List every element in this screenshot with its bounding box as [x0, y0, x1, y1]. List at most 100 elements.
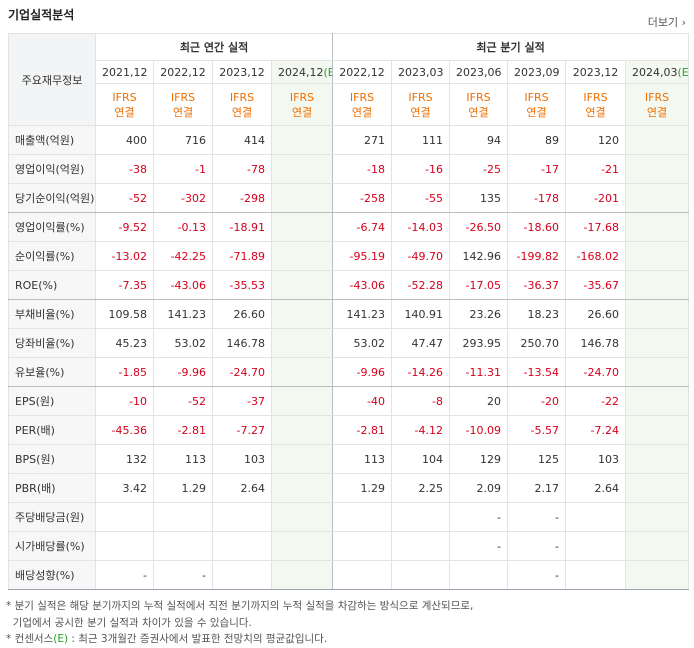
- basis-header: IFRS 연결: [95, 83, 154, 126]
- value-cell: [625, 560, 690, 590]
- value-cell: -10.09: [449, 415, 509, 445]
- value-cell: 113: [153, 444, 213, 474]
- value-cell: 2.64: [212, 473, 272, 503]
- data-row: ROE(%) -7.35 -43.06 -35.53 -43.06 -52.28 -17.0…: [8, 270, 690, 300]
- value-cell: 1.29: [332, 473, 393, 503]
- value-cell: -38: [95, 154, 154, 184]
- value-cell: -71.89: [212, 241, 272, 271]
- period: 2024,12: [278, 65, 324, 79]
- value-cell: [625, 415, 690, 445]
- value-cell: -11.31: [449, 357, 509, 387]
- value-cell: -22: [565, 386, 627, 416]
- period: 2024,03: [632, 65, 678, 79]
- value-cell: [270, 212, 334, 242]
- period: 2023,09: [514, 65, 560, 79]
- row-label: PER(배): [8, 415, 96, 445]
- value-cell: -: [153, 560, 213, 590]
- scope: 연결: [351, 105, 373, 119]
- row-label: BPS(원): [8, 444, 96, 474]
- value-cell: 2.09: [449, 473, 509, 503]
- footnote-text: : 최근 3개월간 증권사에서 발표한 전망치의 평균값입니다.: [68, 633, 328, 645]
- value-cell: [391, 531, 451, 561]
- corner-header: 주요재무정보: [8, 33, 96, 126]
- more-link[interactable]: 더보기: [648, 14, 686, 30]
- row-label: 당좌비율(%): [8, 328, 96, 358]
- footnote: * 컨센서스(E) : 최근 3개월간 증권사에서 발표한 전망치의 평균값입니…: [6, 631, 473, 648]
- basis: IFRS: [112, 90, 137, 104]
- value-cell: 20: [449, 386, 509, 416]
- value-cell: -: [95, 560, 154, 590]
- basis-row: IFRS 연결 IFRS 연결 IFRS 연결 IFRS 연결 IFRS 연결 IFRS 연결 IFRS…: [9, 83, 690, 126]
- value-cell: 1.29: [153, 473, 213, 503]
- value-cell: [270, 154, 334, 184]
- scope: 연결: [646, 105, 668, 119]
- value-cell: -201: [565, 183, 627, 213]
- value-cell: -: [449, 502, 509, 532]
- value-cell: 141.23: [332, 299, 393, 329]
- data-row: 부채비율(%) 109.58 141.23 26.60 141.23 140.91 23.2…: [8, 299, 690, 329]
- value-cell: -2.81: [153, 415, 213, 445]
- estimate-mark: (E): [677, 65, 689, 79]
- value-cell: 120: [565, 125, 627, 155]
- value-cell: [270, 502, 334, 532]
- value-cell: -13.54: [507, 357, 567, 387]
- value-cell: [565, 560, 627, 590]
- value-cell: [625, 154, 690, 184]
- value-cell: 2.25: [391, 473, 451, 503]
- value-cell: -: [507, 560, 567, 590]
- value-cell: [270, 328, 334, 358]
- footnote-text: (E): [53, 633, 69, 645]
- value-cell: 45.23: [95, 328, 154, 358]
- data-row: EPS(원) -10 -52 -37 -40 -8 20 -20 -22: [8, 386, 690, 416]
- footnote-text: * 컨센서스: [6, 633, 54, 645]
- value-cell: -14.26: [391, 357, 451, 387]
- period: 2022,12: [339, 65, 385, 79]
- value-cell: [625, 531, 690, 561]
- data-row: 당기순이익(억원) -52 -302 -298 -258 -55 135 -178 -201: [8, 183, 690, 213]
- value-cell: -4.12: [391, 415, 451, 445]
- value-cell: 142.96: [449, 241, 509, 271]
- value-cell: -95.19: [332, 241, 393, 271]
- scope: 연결: [468, 105, 489, 119]
- row-label: 유보율(%): [8, 357, 96, 387]
- basis-header: IFRS 연결: [212, 83, 272, 126]
- value-cell: [270, 125, 334, 155]
- basis: IFRS: [229, 90, 255, 104]
- basis: IFRS: [644, 90, 670, 104]
- basis: IFRS: [289, 90, 315, 104]
- value-cell: 3.42: [95, 473, 154, 503]
- value-cell: -178: [507, 183, 567, 213]
- value-cell: -78: [212, 154, 272, 184]
- value-cell: -45.36: [95, 415, 154, 445]
- value-cell: -7.27: [212, 415, 272, 445]
- value-cell: -24.70: [565, 357, 627, 387]
- basis-header: IFRS 연결: [391, 83, 451, 126]
- period-header: 2022,12: [332, 60, 393, 84]
- basis: IFRS: [170, 90, 196, 104]
- value-cell: 250.70: [507, 328, 567, 358]
- row-label: 영업이익률(%): [8, 212, 96, 242]
- basis-header: IFRS 연결: [332, 83, 393, 126]
- value-cell: [625, 473, 690, 503]
- value-cell: [212, 560, 272, 590]
- row-label: 시가배당률(%): [8, 531, 96, 561]
- value-cell: -2.81: [332, 415, 393, 445]
- value-cell: [270, 183, 334, 213]
- period-header: 2023,06: [449, 60, 509, 84]
- data-row: 영업이익(억원) -38 -1 -78 -18 -16 -25 -17 -21: [8, 154, 690, 184]
- data-row: 시가배당률(%) - -: [8, 531, 690, 561]
- period: 2023,12: [219, 65, 265, 79]
- basis: IFRS: [408, 90, 433, 104]
- value-cell: 26.60: [212, 299, 272, 329]
- period-header: 2023,09: [507, 60, 567, 84]
- value-cell: [625, 270, 690, 300]
- group-header: 최근 분기 실적: [332, 33, 690, 61]
- value-cell: [270, 473, 334, 503]
- value-cell: -9.96: [153, 357, 213, 387]
- scope: 연결: [231, 105, 253, 119]
- data-row: 순이익률(%) -13.02 -42.25 -71.89 -95.19 -49.70 142…: [8, 241, 690, 271]
- period-header: 2021,12: [95, 60, 154, 84]
- row-label: 당기순이익(억원): [8, 183, 96, 213]
- value-cell: [270, 299, 334, 329]
